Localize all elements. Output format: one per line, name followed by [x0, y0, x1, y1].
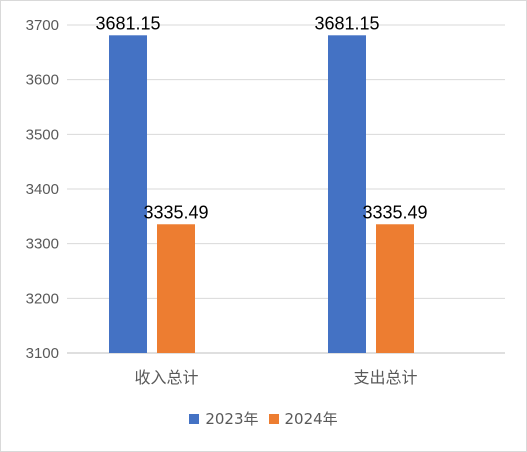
y-tick-label: 3100: [26, 345, 59, 362]
legend-label-2023: 2023年: [205, 410, 259, 428]
legend-swatch-2023: [189, 413, 200, 424]
data-label: 3681.15: [314, 13, 379, 33]
y-tick-label: 3400: [26, 181, 59, 198]
bar-2024: [157, 224, 195, 353]
y-tick-label: 3600: [26, 72, 59, 89]
legend-item-2023: 2023年: [189, 408, 259, 429]
category-label: 收入总计: [134, 368, 198, 387]
legend-item-2024: 2024年: [268, 408, 338, 429]
y-tick-label: 3500: [26, 126, 59, 143]
data-label: 3335.49: [143, 202, 208, 222]
bar-2024: [376, 224, 414, 353]
legend: 2023年 2024年: [0, 408, 527, 429]
bar-2023: [109, 35, 147, 354]
legend-label-2024: 2024年: [284, 410, 338, 428]
y-tick-label: 3300: [26, 236, 59, 253]
category-label: 支出总计: [353, 368, 417, 387]
data-label: 3681.15: [95, 13, 160, 33]
data-label: 3335.49: [362, 202, 427, 222]
bar-2023: [328, 35, 366, 354]
y-tick-label: 3700: [26, 17, 59, 34]
legend-swatch-2024: [268, 413, 279, 424]
y-tick-label: 3200: [26, 290, 59, 307]
